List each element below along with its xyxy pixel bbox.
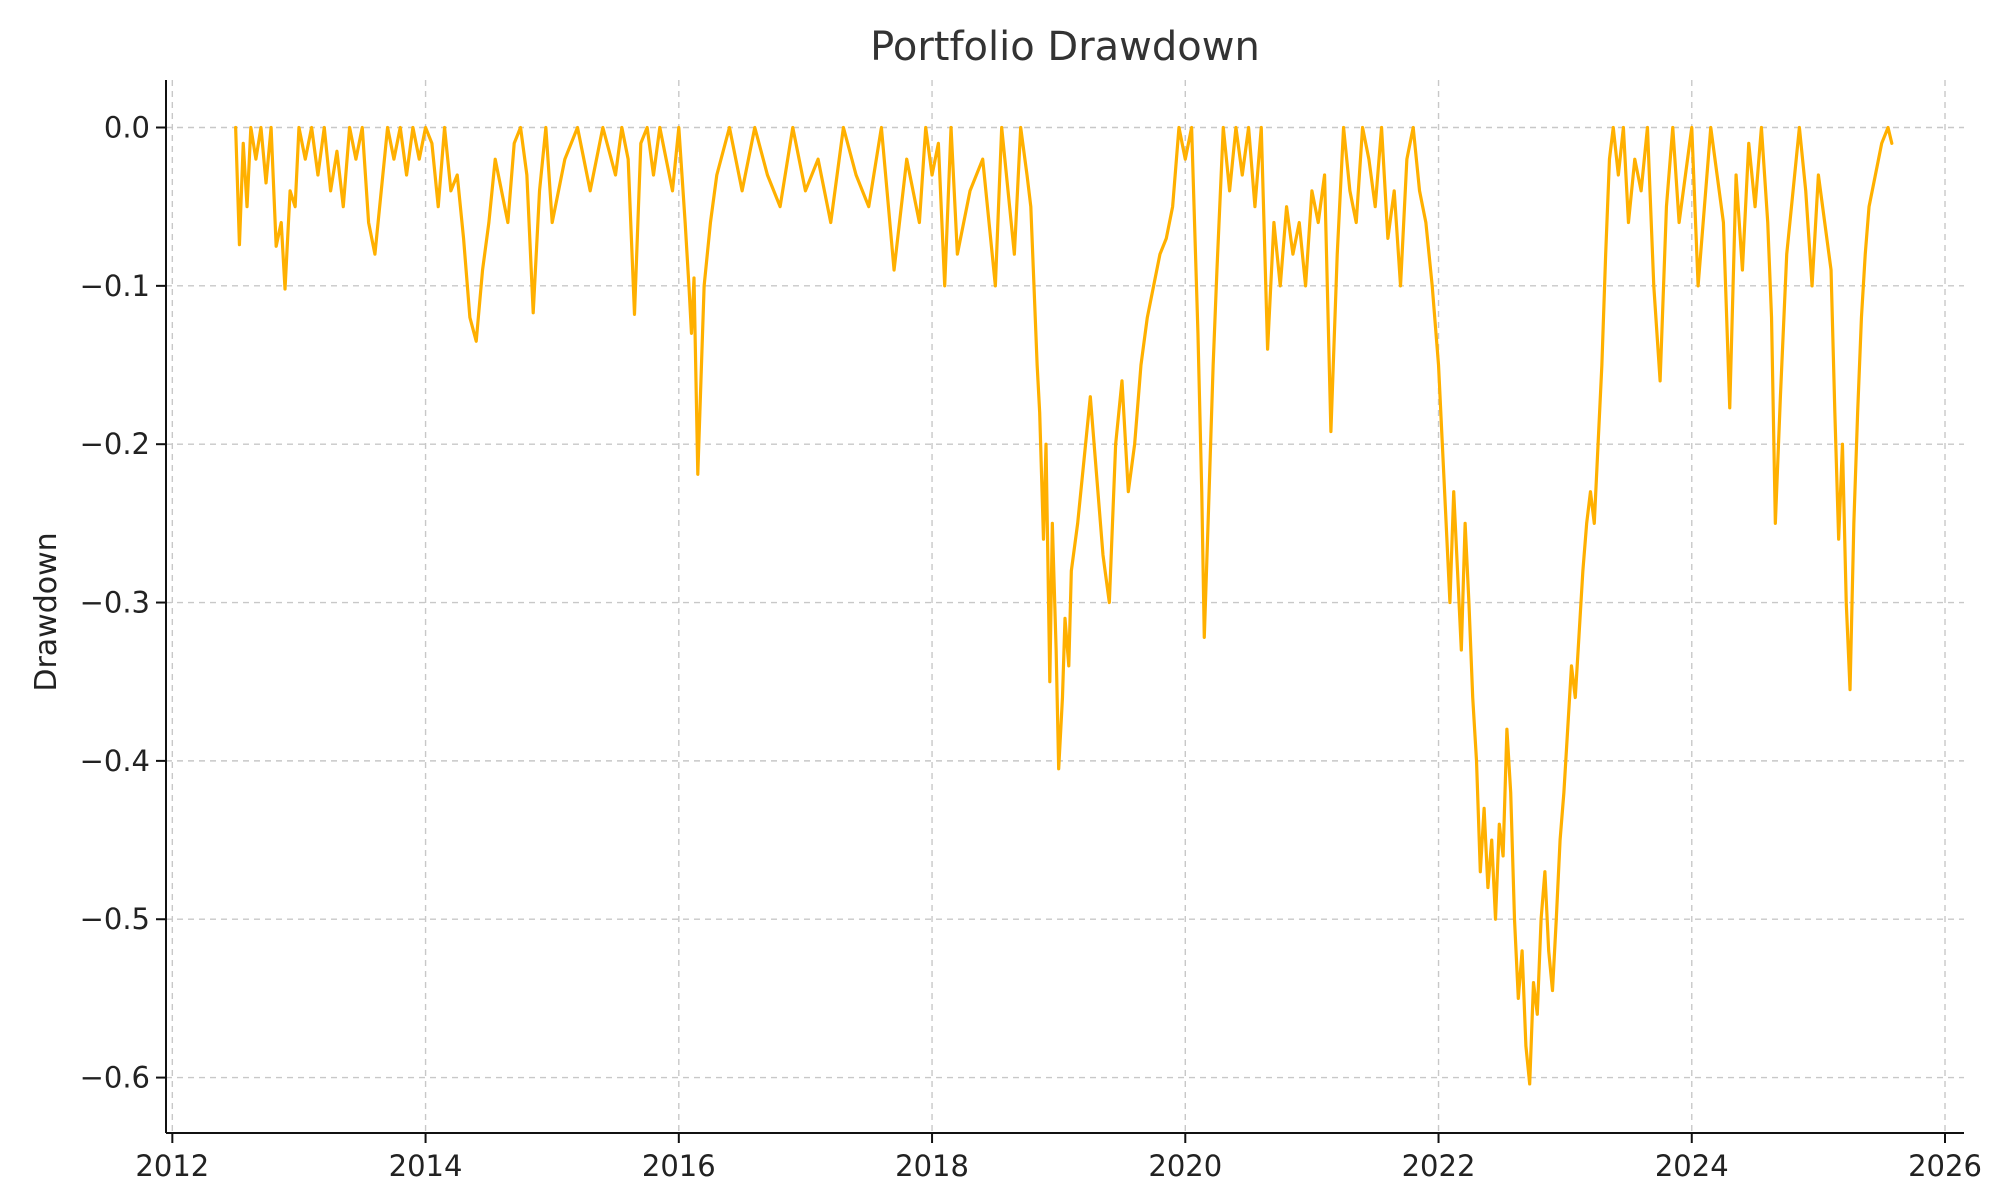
tick-layer: 2012 2014 2016 2018 2020 2022 2024 2026 0.0 −0.1 −… — [80, 111, 1982, 1183]
axis-layer — [165, 80, 1964, 1134]
x-tick-label-2016: 2016 — [642, 1149, 716, 1183]
y-tick-label-0: 0.0 — [104, 111, 150, 145]
grid-layer — [166, 80, 1964, 1133]
y-tick-label-neg0-6: −0.6 — [80, 1061, 150, 1095]
x-tick-label-2022: 2022 — [1402, 1149, 1476, 1183]
chart-title: Portfolio Drawdown — [870, 24, 1260, 70]
x-tick-label-2026: 2026 — [1908, 1149, 1982, 1183]
x-tick-label-2024: 2024 — [1655, 1149, 1729, 1183]
y-tick-label-neg0-3: −0.3 — [80, 586, 150, 620]
y-axis-label: Drawdown — [29, 532, 64, 691]
y-tick-label-neg0-4: −0.4 — [80, 744, 150, 778]
y-tick-label-neg0-2: −0.2 — [80, 427, 150, 461]
drawdown-series-line — [234, 125, 1894, 1086]
x-tick-label-2012: 2012 — [135, 1149, 209, 1183]
y-tick-label-neg0-1: −0.1 — [80, 269, 150, 303]
y-tick-label-neg0-5: −0.5 — [80, 902, 150, 936]
x-tick-label-2014: 2014 — [389, 1149, 463, 1183]
series-layer — [234, 125, 1894, 1086]
x-tick-label-2018: 2018 — [895, 1149, 969, 1183]
x-tick-label-2020: 2020 — [1148, 1149, 1222, 1183]
